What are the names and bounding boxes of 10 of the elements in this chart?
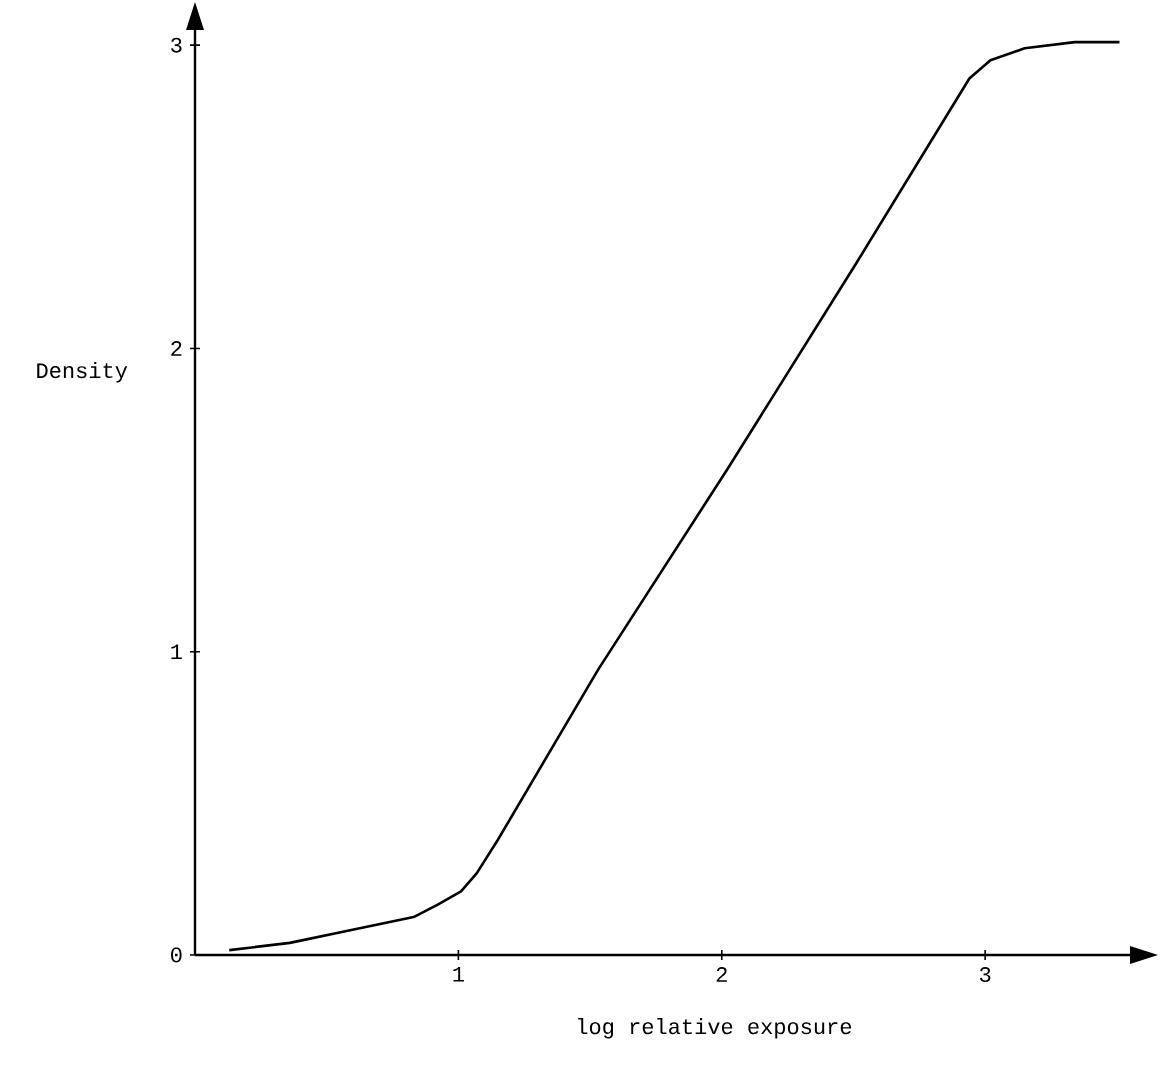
y-axis-title: Density: [37, 361, 128, 383]
line-series: [227, 40, 1121, 952]
y-tick-label: 0: [171, 947, 182, 963]
y-tick-label: 2: [171, 341, 182, 356]
x-tick-label: 2: [716, 967, 727, 982]
x-tick-label: 1: [453, 967, 464, 982]
y-tick-label: 1: [171, 644, 182, 659]
x-axis-title: log relative exposure: [578, 1018, 852, 1039]
x-tick-label: 3: [979, 967, 991, 982]
y-tick-label: 3: [171, 37, 182, 53]
